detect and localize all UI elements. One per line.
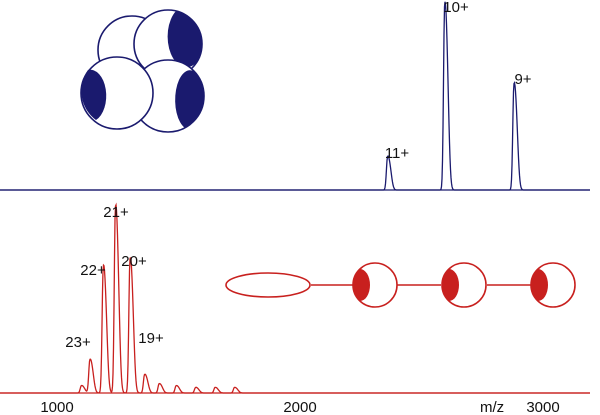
bottom-spectrum-panel: 23+ 22+ 21+ 20+ 19+ 1000 2000 3000 m/z [0,202,590,415]
top-spectrum-trace [0,1,590,191]
peak-charge-label: 22+ [80,262,106,279]
peak-charge-label: 9+ [514,71,531,88]
chain-ellipse [225,272,311,298]
peak-charge-label: 11+ [385,145,410,162]
peak-charge-label: 21+ [103,204,129,221]
subunit-cap [175,70,205,128]
extended-chain-inset [225,262,576,308]
bottom-spectrum-trace [0,202,590,394]
chain-cap [442,269,459,301]
subunit-cap [167,11,203,68]
peak-charge-label: 10+ [443,0,469,16]
x-axis-label: m/z [480,399,504,415]
peak-charge-label: 23+ [65,334,91,351]
x-tick-label: 3000 [526,399,559,415]
top-spectrum-panel: 11+ 10+ 9+ [0,0,590,191]
peak-charge-label: 20+ [121,253,147,270]
x-tick-label: 1000 [40,399,73,415]
subunit-cap [81,69,107,120]
peak-charge-label: 19+ [138,330,164,347]
compact-complex-inset [80,9,205,133]
x-tick-label: 2000 [283,399,316,415]
chain-cap [531,269,548,301]
chain-cap [353,269,370,301]
